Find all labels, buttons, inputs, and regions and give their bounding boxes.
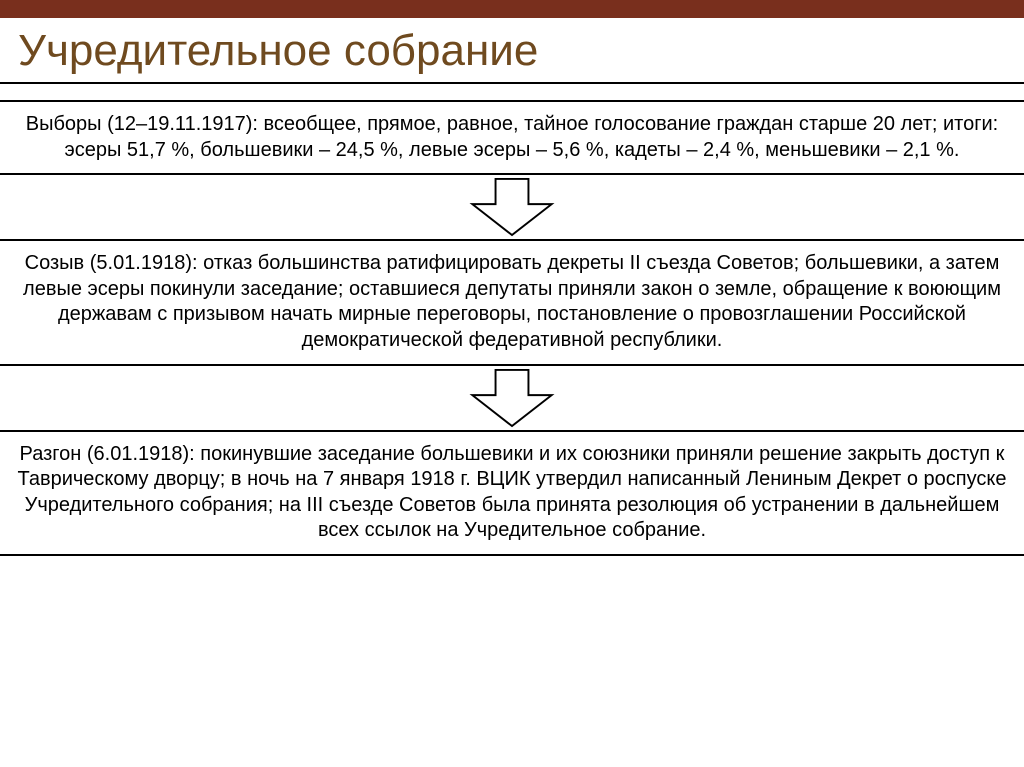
box-convocation: Созыв (5.01.1918): отказ большинства рат… [0,239,1024,365]
arrow-down-icon [467,368,557,428]
flowchart: Выборы (12–19.11.1917): всеобщее, прямое… [0,100,1024,556]
arrow-down-icon [467,177,557,237]
box-convocation-text: Созыв (5.01.1918): отказ большинства рат… [14,251,1010,353]
title-underline [0,82,1024,84]
arrow-down-1 [0,177,1024,237]
box-elections: Выборы (12–19.11.1917): всеобщее, прямое… [0,100,1024,175]
box-dissolution-text: Разгон (6.01.1918): покинувшие заседание… [14,442,1010,544]
arrow-down-2 [0,368,1024,428]
box-elections-text: Выборы (12–19.11.1917): всеобщее, прямое… [14,112,1010,163]
header-bar [0,0,1024,18]
page-title: Учредительное собрание [0,18,1024,82]
box-dissolution: Разгон (6.01.1918): покинувшие заседание… [0,430,1024,556]
